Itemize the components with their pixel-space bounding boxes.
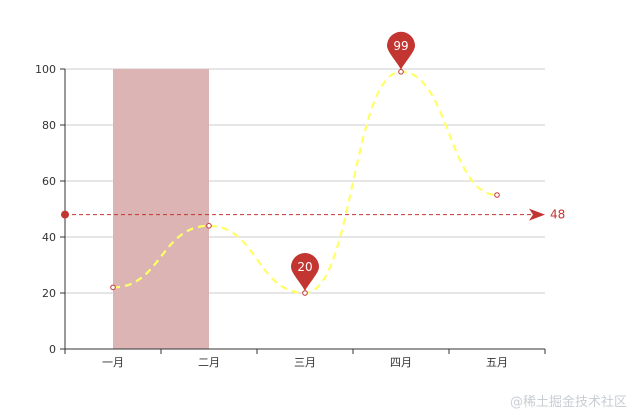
y-tick-label: 40 bbox=[42, 231, 56, 244]
mark-area-band bbox=[113, 69, 209, 349]
x-tick-label: 一月 bbox=[102, 356, 124, 369]
series-line bbox=[112, 70, 498, 295]
x-tick-label: 二月 bbox=[198, 356, 220, 369]
mark-point-shape bbox=[291, 253, 319, 291]
mark-point-shape bbox=[387, 31, 415, 70]
mark-line-arrow bbox=[529, 208, 545, 221]
mark-point-pin[interactable]: 20 bbox=[291, 253, 319, 291]
mark-line-start-dot bbox=[61, 210, 69, 219]
mark-point-label: 99 bbox=[393, 39, 408, 53]
y-tick-label: 80 bbox=[42, 119, 56, 132]
mark-area bbox=[113, 69, 209, 349]
mark-point-pin[interactable]: 99 bbox=[387, 31, 415, 70]
data-point[interactable] bbox=[302, 290, 308, 296]
mark-line-label: 48 bbox=[550, 208, 565, 222]
mark-line: 48 bbox=[61, 208, 565, 222]
y-tick-label: 100 bbox=[35, 63, 56, 76]
mark-point-label: 20 bbox=[297, 260, 312, 274]
x-tick-label: 三月 bbox=[294, 356, 316, 369]
y-tick-label: 60 bbox=[42, 175, 56, 188]
y-tick-label: 20 bbox=[42, 287, 56, 300]
axes: 0 20 40 60 80 100 一月 二月 三月 四月 五月 bbox=[35, 63, 546, 369]
x-tick-label: 四月 bbox=[390, 356, 412, 369]
data-point[interactable] bbox=[494, 192, 500, 198]
data-point[interactable] bbox=[206, 223, 212, 229]
data-point[interactable] bbox=[398, 69, 404, 75]
series bbox=[110, 69, 500, 296]
y-tick-label: 0 bbox=[49, 343, 56, 356]
data-point[interactable] bbox=[110, 284, 116, 291]
watermark: @稀土掘金技术社区 bbox=[509, 395, 627, 410]
x-tick-label: 五月 bbox=[486, 356, 508, 369]
